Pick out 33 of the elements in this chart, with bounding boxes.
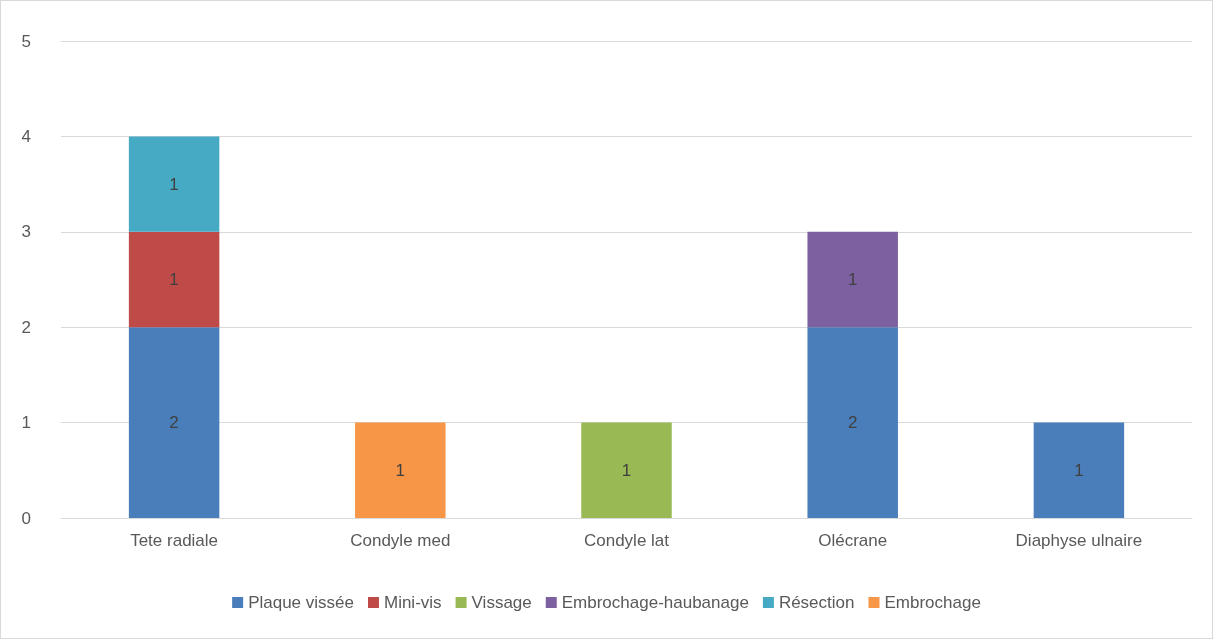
data-label: 2: [847, 413, 858, 433]
y-tick-label: 5: [21, 31, 31, 51]
data-label: 1: [621, 460, 632, 480]
legend-label: Mini-vis: [383, 593, 442, 612]
x-tick-label: Condyle lat: [583, 531, 670, 550]
bar: [581, 422, 672, 518]
x-tick-label: Diaphyse ulnaire: [1015, 531, 1143, 550]
data-label: 1: [1074, 460, 1084, 480]
legend-label: Plaque vissée: [248, 593, 354, 612]
legend-label: Embrochage-haubanage: [561, 593, 749, 612]
y-tick-label: 4: [21, 126, 31, 146]
y-tick-label: 2: [21, 317, 31, 337]
x-tick-label: Olécrane: [818, 531, 888, 550]
y-tick-label: 1: [21, 413, 31, 433]
legend-label: Vissage: [471, 593, 532, 612]
bar: [807, 327, 898, 518]
data-label: 1: [395, 460, 406, 480]
bar: [128, 136, 220, 232]
x-tick-label: Tete radiale: [130, 531, 219, 550]
bar: [355, 422, 446, 518]
bar: [128, 231, 220, 328]
bar: [807, 231, 898, 328]
data-label: 1: [169, 270, 179, 289]
y-tick-label: 3: [21, 222, 31, 242]
y-tick-label: 0: [21, 508, 31, 528]
data-label: 1: [169, 174, 179, 194]
bar: [128, 327, 220, 518]
data-label: 2: [169, 413, 179, 433]
legend-label: Embrochage: [884, 593, 981, 612]
x-tick-label: Condyle med: [350, 531, 451, 550]
legend-label: Résection: [778, 593, 855, 612]
bar: [1033, 422, 1125, 518]
data-label: 1: [847, 270, 858, 289]
